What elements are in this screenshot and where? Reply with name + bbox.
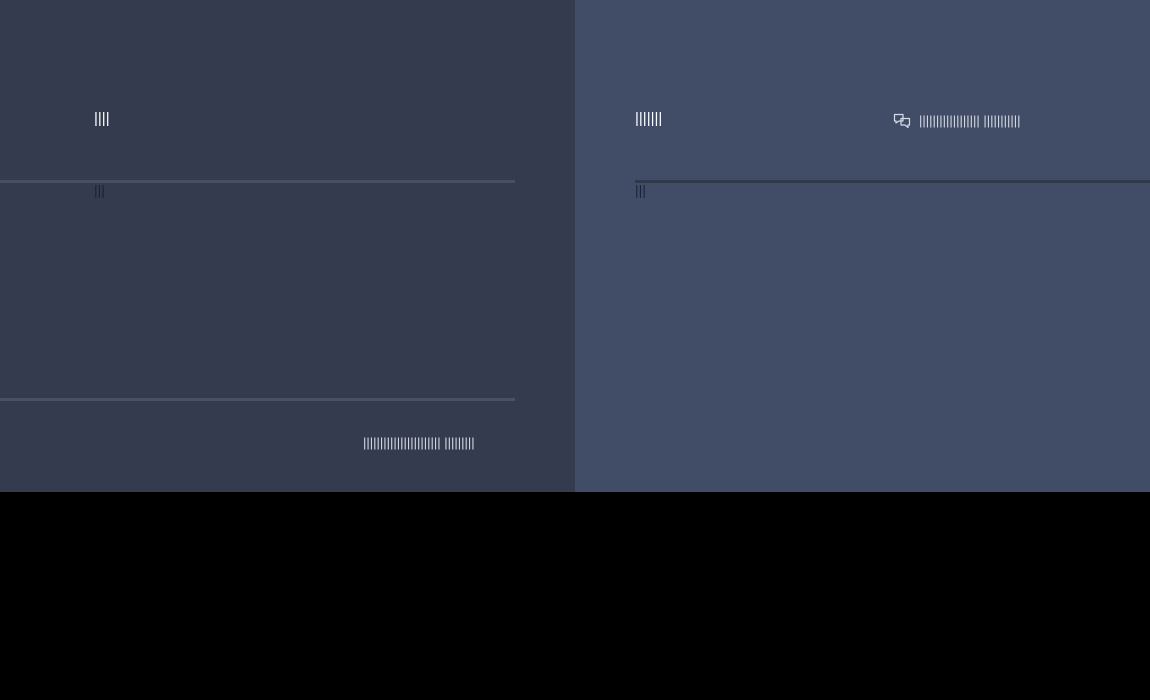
right-panel-divider: [635, 180, 1150, 183]
right-panel-subheading: |||: [635, 182, 646, 198]
left-panel-footer-text: ||||||||||||||||||||||| |||||||||: [363, 435, 475, 450]
chat-bubbles-icon[interactable]: [893, 113, 911, 129]
left-panel-heading: ||||: [94, 110, 110, 127]
right-panel: ||||||| |||||||||||||||||| ||||||||||| |…: [575, 0, 1150, 492]
left-panel-subheading: |||: [94, 182, 105, 198]
right-panel-heading: |||||||: [635, 110, 663, 127]
left-panel-bottom-divider: [0, 398, 515, 401]
left-panel-top-divider: [0, 180, 515, 183]
left-panel: |||| ||| ||||||||||||||||||||||| |||||||…: [0, 0, 575, 492]
right-panel-comment-text[interactable]: |||||||||||||||||| |||||||||||: [919, 113, 1021, 128]
